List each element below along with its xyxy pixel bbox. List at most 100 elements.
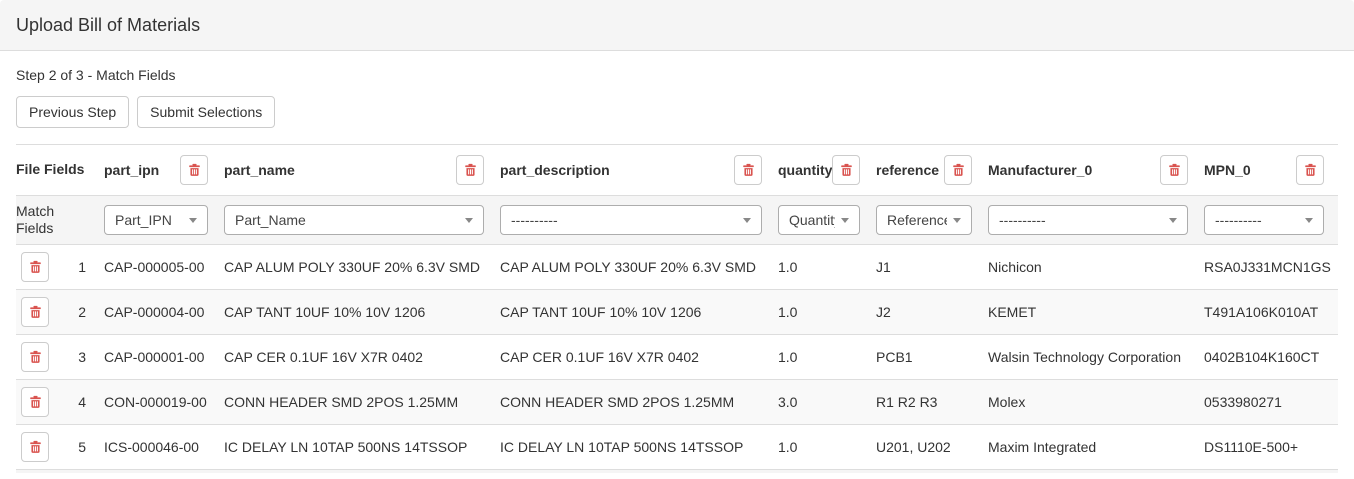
- cell-reference: U201, U202: [876, 439, 951, 455]
- file-field-name: part_name: [224, 162, 295, 178]
- delete-column-button[interactable]: [1160, 155, 1188, 185]
- cell-manufacturer: KEMET: [988, 304, 1037, 320]
- file-field-name: MPN_0: [1204, 162, 1251, 178]
- file-field-header-cell: quantity: [778, 155, 876, 185]
- cell-part-name: CAP CER 0.1UF 16V X7R 0402: [224, 349, 423, 365]
- trash-icon: [29, 260, 41, 273]
- cell-quantity: 1.0: [778, 259, 798, 275]
- match-field-selected-value: Reference: [887, 212, 947, 228]
- caret-down-icon: [743, 217, 751, 223]
- cell-part-name: CAP TANT 10UF 10% 10V 1206: [224, 304, 426, 320]
- cell-quantity: 1.0: [778, 304, 798, 320]
- file-field-header-cell: part_name: [224, 155, 500, 185]
- trash-icon: [29, 395, 41, 408]
- bom-upload-table: File Fields part_ipn part_name: [16, 144, 1338, 473]
- trash-icon: [29, 440, 41, 453]
- cell-quantity: 1.0: [778, 349, 798, 365]
- cell-reference: J1: [876, 259, 891, 275]
- match-field-select[interactable]: ----------: [500, 205, 762, 235]
- trash-icon: [1168, 163, 1180, 176]
- cell-manufacturer: Molex: [988, 394, 1026, 410]
- match-field-selected-value: Quantity: [789, 212, 835, 228]
- cell-part-description: CAP TANT 10UF 10% 10V 1206: [500, 304, 702, 320]
- match-field-select[interactable]: Part_Name: [224, 205, 484, 235]
- cell-part-ipn: CON-000019-00: [104, 394, 207, 410]
- row-index: 2: [78, 304, 86, 320]
- match-field-select[interactable]: Reference: [876, 205, 972, 235]
- cell-part-name: CONN HEADER SMD 2POS 1.25MM: [224, 394, 459, 410]
- match-field-selected-value: Part_IPN: [115, 212, 172, 228]
- match-field-select[interactable]: Quantity: [778, 205, 860, 235]
- match-field-selected-value: ----------: [1215, 212, 1262, 228]
- trash-icon: [841, 163, 852, 176]
- file-field-name: Manufacturer_0: [988, 162, 1093, 178]
- caret-down-icon: [841, 217, 849, 223]
- cell-manufacturer: Nichicon: [988, 259, 1042, 275]
- delete-column-button[interactable]: [1296, 155, 1324, 185]
- cell-part-ipn: CAP-000004-00: [104, 304, 205, 320]
- match-field-select[interactable]: ----------: [1204, 205, 1324, 235]
- delete-row-button[interactable]: [21, 387, 49, 417]
- trash-icon: [188, 163, 200, 176]
- submit-selections-button[interactable]: Submit Selections: [137, 96, 276, 128]
- delete-column-button[interactable]: [832, 155, 861, 185]
- file-field-header-cell: part_description: [500, 155, 778, 185]
- table-row: 1 CAP-000005-00 CAP ALUM POLY 330UF 20% …: [16, 245, 1338, 290]
- match-field-selected-value: ----------: [999, 212, 1046, 228]
- row-index: 1: [78, 259, 86, 275]
- match-field-select[interactable]: Part_IPN: [104, 205, 208, 235]
- cell-quantity: 1.0: [778, 439, 798, 455]
- match-field-cell: ----------: [1204, 205, 1340, 235]
- cell-reference: PCB1: [876, 349, 913, 365]
- cell-part-description: CONN HEADER SMD 2POS 1.25MM: [500, 394, 735, 410]
- delete-row-button[interactable]: [21, 342, 49, 372]
- trash-icon: [464, 163, 476, 176]
- table-row: 5 ICS-000046-00 IC DELAY LN 10TAP 500NS …: [16, 425, 1338, 470]
- cell-part-ipn: ICS-000046-00: [104, 439, 199, 455]
- file-field-header-cell: reference: [876, 155, 988, 185]
- delete-row-button[interactable]: [21, 297, 49, 327]
- file-field-name: reference: [876, 162, 940, 178]
- row-index: 3: [78, 349, 86, 365]
- caret-down-icon: [189, 217, 197, 223]
- cell-part-name: CAP ALUM POLY 330UF 20% 6.3V SMD: [224, 259, 481, 275]
- cell-mpn: 0402B104K160CT: [1204, 349, 1320, 365]
- cell-part-description: CAP CER 0.1UF 16V X7R 0402: [500, 349, 699, 365]
- caret-down-icon: [1305, 217, 1313, 223]
- delete-row-button[interactable]: [21, 252, 49, 282]
- file-field-name: part_ipn: [104, 162, 160, 178]
- match-field-cell: Reference: [876, 205, 988, 235]
- file-fields-header-row: File Fields part_ipn part_name: [16, 144, 1338, 196]
- trash-icon: [29, 305, 41, 318]
- match-field-cell: Quantity: [778, 205, 876, 235]
- cell-manufacturer: Maxim Integrated: [988, 439, 1097, 455]
- delete-column-button[interactable]: [734, 155, 762, 185]
- cell-mpn: 0533980271: [1204, 394, 1282, 410]
- delete-column-button[interactable]: [944, 155, 972, 185]
- cell-part-name: IC DELAY LN 10TAP 500NS 14TSSOP: [224, 439, 468, 455]
- cell-part-description: CAP ALUM POLY 330UF 20% 6.3V SMD: [500, 259, 757, 275]
- next-row-partial: [16, 470, 1338, 473]
- step-label: Step 2 of 3 - Match Fields: [16, 67, 176, 83]
- caret-down-icon: [953, 217, 961, 223]
- trash-icon: [742, 163, 754, 176]
- table-row: 3 CAP-000001-00 CAP CER 0.1UF 16V X7R 04…: [16, 335, 1338, 380]
- match-field-cell: Part_Name: [224, 205, 500, 235]
- cell-mpn: DS1110E-500+: [1204, 439, 1299, 455]
- match-field-select[interactable]: ----------: [988, 205, 1188, 235]
- delete-row-button[interactable]: [21, 432, 49, 462]
- file-field-header-cell: part_ipn: [104, 155, 224, 185]
- match-field-selected-value: ----------: [511, 212, 558, 228]
- trash-icon: [1304, 163, 1316, 176]
- delete-column-button[interactable]: [180, 155, 208, 185]
- match-field-cell: ----------: [988, 205, 1204, 235]
- previous-step-button[interactable]: Previous Step: [16, 96, 130, 128]
- delete-column-button[interactable]: [456, 155, 484, 185]
- row-index: 5: [78, 439, 86, 455]
- match-fields-label: Match Fields: [16, 202, 55, 237]
- cell-part-ipn: CAP-000005-00: [104, 259, 205, 275]
- cell-mpn: RSA0J331MCN1GS: [1204, 259, 1331, 275]
- file-field-header-cell: Manufacturer_0: [988, 155, 1204, 185]
- row-index: 4: [78, 394, 86, 410]
- match-field-cell: ----------: [500, 205, 778, 235]
